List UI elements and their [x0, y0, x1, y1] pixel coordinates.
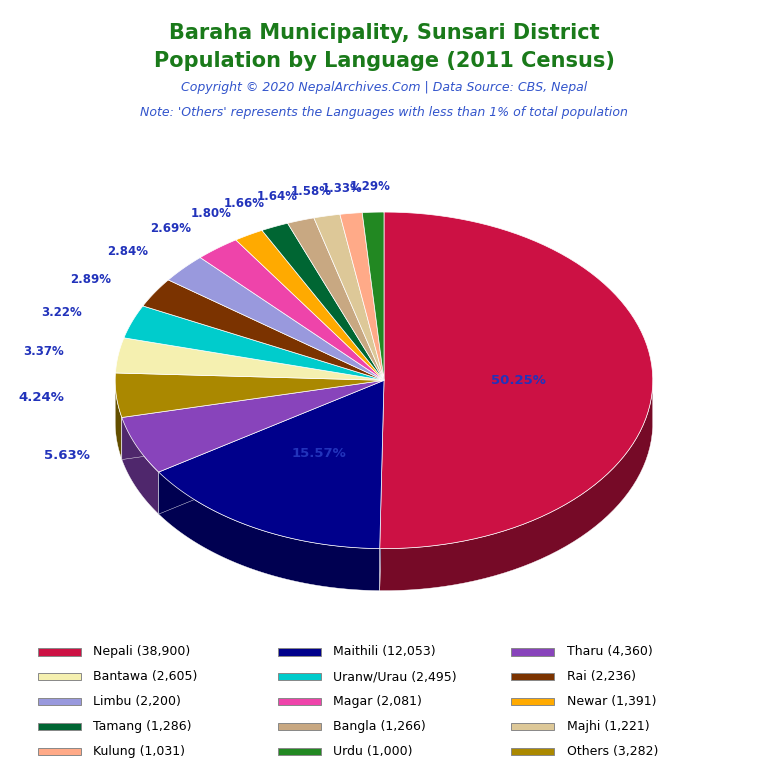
Bar	[278, 747, 321, 755]
Bar	[38, 723, 81, 730]
Polygon shape	[379, 380, 384, 591]
Text: Magar (2,081): Magar (2,081)	[333, 695, 422, 708]
Bar	[278, 648, 321, 656]
Polygon shape	[168, 257, 384, 380]
Polygon shape	[159, 380, 384, 514]
Text: 1.58%: 1.58%	[290, 185, 331, 197]
Polygon shape	[122, 380, 384, 472]
Polygon shape	[362, 212, 384, 380]
Text: 1.80%: 1.80%	[190, 207, 231, 220]
Bar	[38, 747, 81, 755]
Polygon shape	[122, 418, 159, 514]
Polygon shape	[115, 373, 384, 418]
Polygon shape	[122, 380, 384, 459]
Text: 2.89%: 2.89%	[70, 273, 111, 286]
Polygon shape	[379, 380, 384, 591]
Polygon shape	[288, 218, 384, 380]
Text: 1.64%: 1.64%	[257, 190, 298, 203]
Text: Majhi (1,221): Majhi (1,221)	[567, 720, 649, 733]
Bar	[511, 747, 554, 755]
Text: Kulung (1,031): Kulung (1,031)	[93, 745, 185, 758]
Polygon shape	[159, 380, 384, 548]
Bar	[511, 698, 554, 705]
Bar	[38, 674, 81, 680]
Polygon shape	[143, 280, 384, 380]
Text: Baraha Municipality, Sunsari District: Baraha Municipality, Sunsari District	[169, 23, 599, 43]
Text: Uranw/Urau (2,495): Uranw/Urau (2,495)	[333, 670, 457, 684]
Polygon shape	[379, 212, 653, 548]
Text: Bangla (1,266): Bangla (1,266)	[333, 720, 426, 733]
Text: Others (3,282): Others (3,282)	[567, 745, 658, 758]
Text: 2.69%: 2.69%	[151, 222, 191, 235]
Bar	[511, 648, 554, 656]
Text: Rai (2,236): Rai (2,236)	[567, 670, 636, 684]
Bar	[38, 648, 81, 656]
Polygon shape	[115, 379, 122, 459]
Polygon shape	[159, 472, 379, 591]
Bar	[278, 723, 321, 730]
Text: Maithili (12,053): Maithili (12,053)	[333, 645, 436, 658]
Text: Bantawa (2,605): Bantawa (2,605)	[93, 670, 197, 684]
Text: 50.25%: 50.25%	[491, 375, 546, 388]
Text: Urdu (1,000): Urdu (1,000)	[333, 745, 413, 758]
Text: 5.63%: 5.63%	[44, 449, 90, 462]
Polygon shape	[236, 230, 384, 380]
Bar	[278, 698, 321, 705]
Bar	[511, 674, 554, 680]
Text: 1.33%: 1.33%	[321, 182, 362, 195]
Polygon shape	[122, 380, 384, 459]
Text: Tamang (1,286): Tamang (1,286)	[93, 720, 192, 733]
Text: 1.66%: 1.66%	[223, 197, 264, 210]
Polygon shape	[159, 380, 384, 514]
Text: 15.57%: 15.57%	[292, 448, 346, 461]
Bar	[38, 698, 81, 705]
Polygon shape	[340, 213, 384, 380]
Text: Copyright © 2020 NepalArchives.Com | Data Source: CBS, Nepal: Copyright © 2020 NepalArchives.Com | Dat…	[181, 81, 587, 94]
Bar	[278, 674, 321, 680]
Text: 3.37%: 3.37%	[23, 345, 65, 358]
Text: 3.22%: 3.22%	[41, 306, 82, 319]
Text: Note: 'Others' represents the Languages with less than 1% of total population: Note: 'Others' represents the Languages …	[140, 106, 628, 119]
Text: Limbu (2,200): Limbu (2,200)	[93, 695, 181, 708]
Polygon shape	[200, 240, 384, 380]
Text: Newar (1,391): Newar (1,391)	[567, 695, 656, 708]
Text: Population by Language (2011 Census): Population by Language (2011 Census)	[154, 51, 614, 71]
Text: 4.24%: 4.24%	[18, 391, 65, 404]
Bar	[511, 723, 554, 730]
Text: 1.29%: 1.29%	[349, 180, 390, 194]
Polygon shape	[115, 338, 384, 380]
Text: Nepali (38,900): Nepali (38,900)	[93, 645, 190, 658]
Text: Tharu (4,360): Tharu (4,360)	[567, 645, 652, 658]
Polygon shape	[124, 306, 384, 380]
Polygon shape	[379, 385, 653, 591]
Polygon shape	[314, 214, 384, 380]
Polygon shape	[262, 223, 384, 380]
Text: 2.84%: 2.84%	[107, 245, 147, 258]
